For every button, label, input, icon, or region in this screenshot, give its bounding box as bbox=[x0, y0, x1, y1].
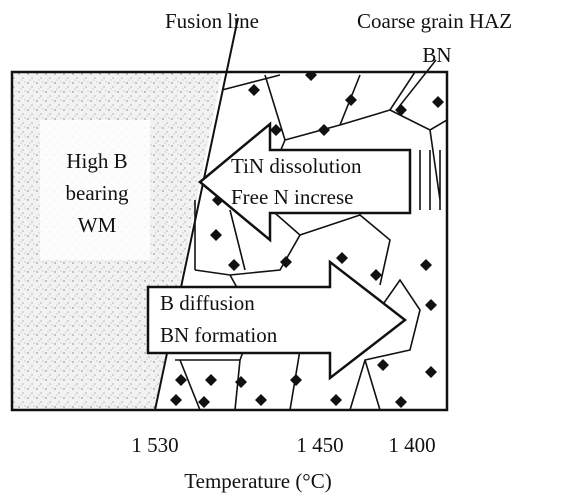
tick-label: 1 530 bbox=[131, 433, 178, 457]
arrow-right bbox=[146, 259, 408, 381]
label: Coarse grain HAZ bbox=[357, 9, 512, 33]
tick-label: 1 450 bbox=[296, 433, 343, 457]
bn-pointer bbox=[397, 59, 437, 109]
label: BN bbox=[422, 43, 451, 67]
label: WM bbox=[78, 213, 117, 237]
label: BN formation bbox=[160, 323, 278, 347]
label: Fusion line bbox=[165, 9, 259, 33]
axis-label: Temperature (°C) bbox=[184, 469, 331, 493]
label: bearing bbox=[66, 181, 129, 205]
label: Free N increse bbox=[231, 185, 353, 209]
frame bbox=[10, 70, 449, 412]
arrow-left bbox=[198, 121, 412, 243]
tick-label: 1 400 bbox=[388, 433, 435, 457]
label: B diffusion bbox=[160, 291, 255, 315]
label: TiN dissolution bbox=[231, 154, 362, 178]
label: High B bbox=[66, 149, 127, 173]
